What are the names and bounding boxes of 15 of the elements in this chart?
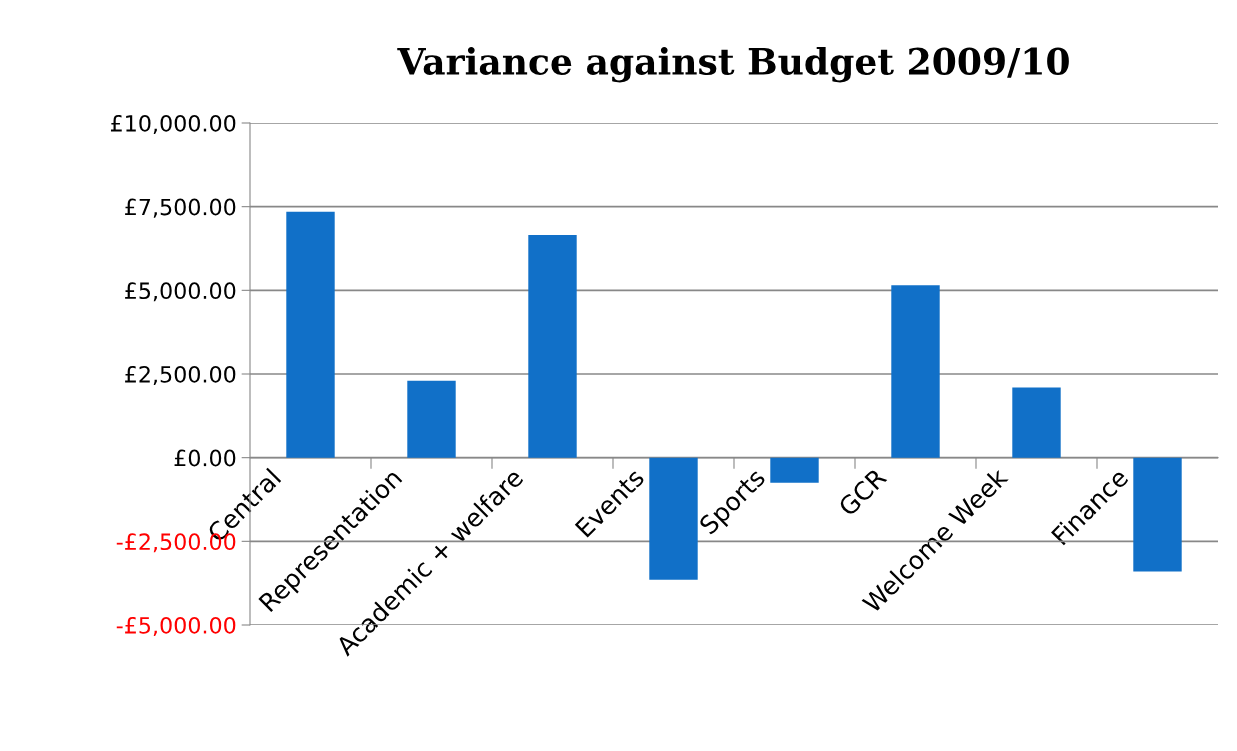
bar: [528, 235, 577, 458]
y-tick-label: £5,000.00: [125, 282, 236, 302]
bar: [1012, 387, 1061, 458]
bar: [407, 380, 456, 458]
y-tick-label: £0.00: [174, 449, 236, 467]
y-tick-label: -£5,000.00: [116, 616, 236, 637]
bar: [649, 457, 698, 580]
bar: [1133, 457, 1182, 572]
bar: [891, 285, 940, 458]
y-tick-label: £10,000.00: [110, 114, 236, 135]
chart-title: Variance against Budget 2009/10: [397, 46, 1069, 83]
bar: [286, 211, 335, 458]
y-tick-label: £7,500.00: [125, 198, 236, 218]
y-tick-label: £2,500.00: [125, 365, 236, 386]
bar: [770, 457, 819, 483]
